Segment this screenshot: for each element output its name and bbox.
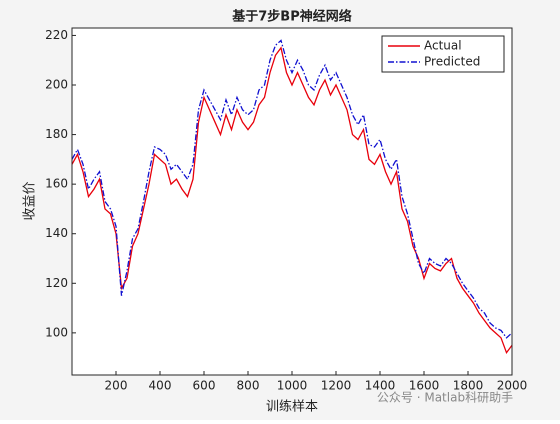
x-axis-label: 训练样本 [266,400,318,415]
legend-label: Predicted [424,55,480,69]
y-tick-label: 120 [45,276,68,290]
y-tick-label: 160 [45,177,68,191]
x-tick-label: 1800 [453,379,484,393]
watermark: 公众号 · Matlab科研助手 [377,391,513,405]
chart-title: 基于7步BP神经网络 [231,9,351,25]
x-tick-label: 1600 [409,379,440,393]
line-series [71,46,513,355]
x-tick-label: 1400 [365,379,396,393]
legend-label: Actual [424,39,462,53]
y-tick-label: 200 [45,78,68,92]
plot [71,39,513,355]
x-tick-label: 200 [105,379,128,393]
plot-area [72,28,512,375]
x-tick-label: 2000 [497,379,528,393]
x-tick-label: 1000 [277,379,308,393]
y-tick-label: 220 [45,28,68,42]
x-tick-label: 800 [237,379,260,393]
y-tick-label: 100 [45,325,68,339]
y-tick-label: 140 [45,226,68,240]
line-series [71,39,513,339]
legend-box [381,35,505,73]
x-tick-label: 400 [149,379,172,393]
y-tick-label: 180 [45,127,68,141]
y-axis-label: 收益价 [23,181,38,220]
x-tick-label: 600 [193,379,216,393]
x-tick-label: 1200 [321,379,352,393]
